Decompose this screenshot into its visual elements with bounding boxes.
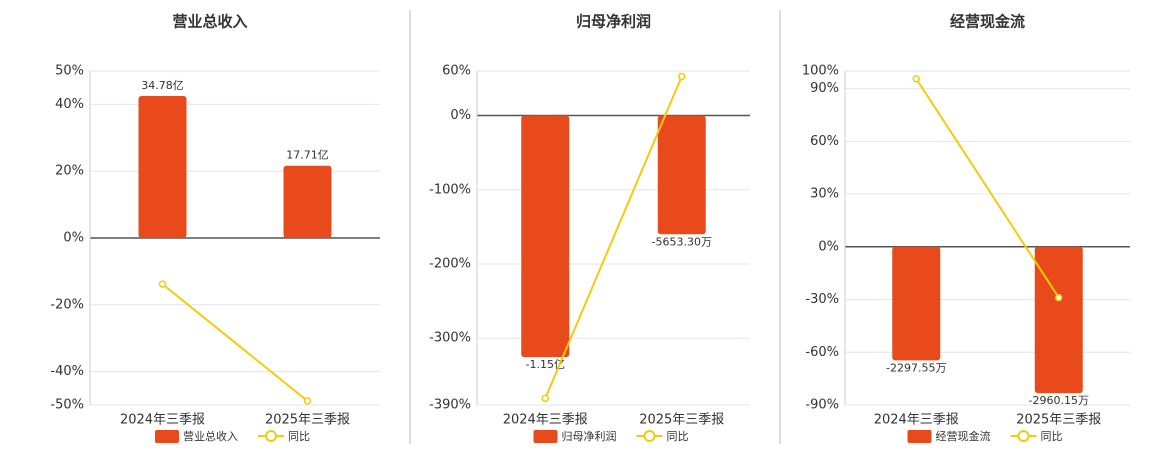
chart-title: 营业总收入 xyxy=(172,13,247,31)
y-tick-label: -100% xyxy=(429,182,471,197)
y-tick-label: -30% xyxy=(805,292,839,307)
legend-marker xyxy=(265,430,277,442)
y-tick-label: 60% xyxy=(442,64,471,79)
bar xyxy=(657,115,706,235)
y-tick-label: 0% xyxy=(63,231,84,246)
y-tick-label: 50% xyxy=(55,64,84,79)
point xyxy=(1055,293,1063,302)
x-tick-label: 2024年三季报 xyxy=(503,413,588,428)
y-tick-label: 20% xyxy=(55,164,84,179)
y-tick-label: -60% xyxy=(805,345,839,360)
line xyxy=(915,78,1060,299)
y-tick-label: 0% xyxy=(450,108,471,123)
chart-title: 经营现金流 xyxy=(950,13,1025,31)
point xyxy=(912,74,920,83)
value-label: -2960.15万 xyxy=(1029,394,1089,407)
y-tick-label: 40% xyxy=(55,97,84,112)
y-tick-label: 60% xyxy=(810,134,839,149)
legend-swatch xyxy=(533,430,558,443)
legend-label: 同比 xyxy=(288,430,310,443)
x-tick-label: 2025年三季报 xyxy=(1016,413,1101,428)
legend-label: 归母净利润 xyxy=(562,429,617,443)
legend-label: 经营现金流 xyxy=(936,429,991,443)
legend-swatch xyxy=(907,430,932,443)
y-tick-label: -50% xyxy=(50,398,84,413)
y-tick-label: -20% xyxy=(50,297,84,312)
bar xyxy=(892,246,941,361)
y-tick-label: 100% xyxy=(802,64,839,79)
line xyxy=(544,76,683,399)
y-tick-label: -90% xyxy=(805,398,839,413)
y-tick-label: -300% xyxy=(429,331,471,346)
legend-label: 同比 xyxy=(667,430,689,443)
value-label: -2297.55万 xyxy=(886,361,946,374)
legend-label: 营业总收入 xyxy=(183,429,238,443)
legend-marker xyxy=(643,430,656,442)
legend-swatch xyxy=(155,430,179,443)
x-tick-label: 2024年三季报 xyxy=(120,413,205,428)
bar xyxy=(138,95,187,238)
point xyxy=(541,394,549,403)
x-tick-label: 2025年三季报 xyxy=(265,413,350,428)
line xyxy=(161,283,309,402)
y-tick-label: -390% xyxy=(429,398,471,413)
legend-label: 同比 xyxy=(1041,430,1063,443)
x-tick-label: 2025年三季报 xyxy=(639,413,724,428)
point xyxy=(158,280,167,288)
y-tick-label: 90% xyxy=(810,81,839,96)
y-tick-label: 30% xyxy=(810,187,839,202)
legend-marker xyxy=(1017,430,1030,442)
bar xyxy=(521,115,570,358)
value-label: 34.78亿 xyxy=(141,79,184,92)
bar xyxy=(283,165,332,238)
chart-title: 归母净利润 xyxy=(576,13,651,31)
value-label: -5653.30万 xyxy=(652,235,712,248)
point xyxy=(303,397,312,405)
y-tick-label: 0% xyxy=(818,239,839,254)
y-tick-label: -40% xyxy=(50,364,84,379)
point xyxy=(678,72,686,81)
value-label: -1.15亿 xyxy=(526,358,565,371)
bar xyxy=(1034,246,1083,394)
x-tick-label: 2024年三季报 xyxy=(874,413,959,428)
y-tick-label: -200% xyxy=(429,256,471,271)
value-label: 17.71亿 xyxy=(286,149,329,162)
